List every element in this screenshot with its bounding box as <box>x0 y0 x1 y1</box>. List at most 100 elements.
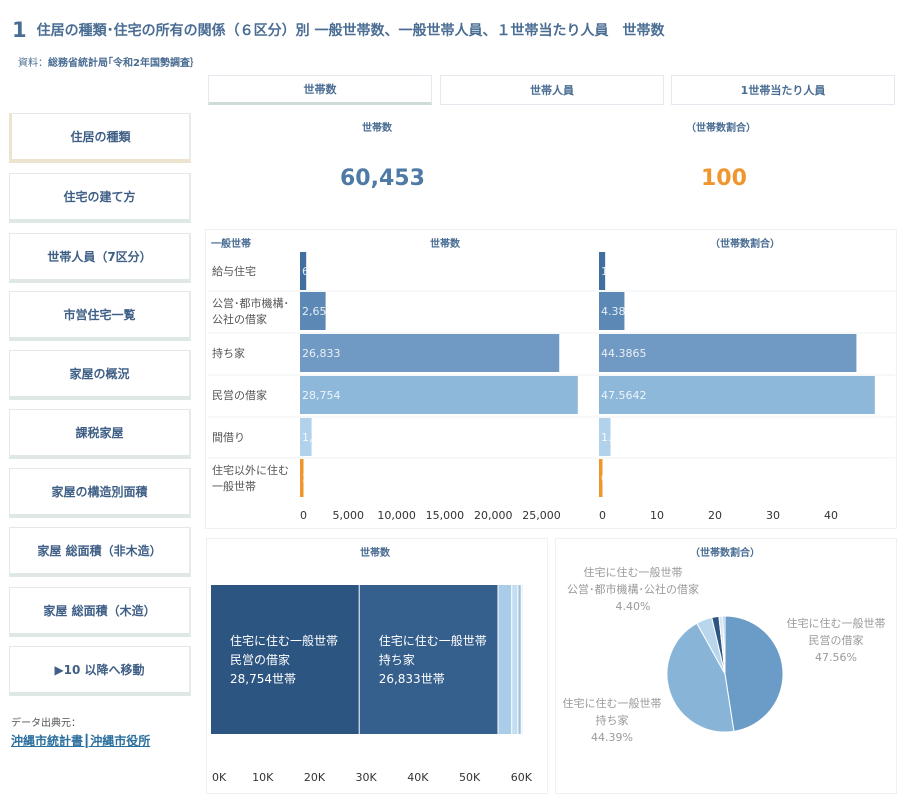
stacked-segment[interactable] <box>211 585 359 734</box>
category-label: 給与住宅 <box>212 264 256 278</box>
ratio-bar[interactable] <box>599 459 603 497</box>
pie-callout-label: 住宅に住む一般世帯 <box>787 616 886 630</box>
stacked-segment[interactable] <box>518 585 521 734</box>
ratio-tick-label: 20 <box>708 509 722 522</box>
ratio-value-label: 1.0603 <box>601 265 640 278</box>
source-note: 資料：総務省統計局｢令和2年国勢調査｝ <box>18 54 200 69</box>
pie-chart-title: （世帯数割合） <box>690 548 760 559</box>
tab-members-per-household[interactable]: 1世帯当たり人員 <box>671 75 895 105</box>
sidebar-item-floor-area-structure[interactable]: 家屋の構造別面積 <box>9 468 191 518</box>
households-bar[interactable] <box>300 252 307 290</box>
stacked-segment-label: 26,833世帯 <box>379 672 445 686</box>
stacked-segment[interactable] <box>498 585 512 734</box>
stacked-segment[interactable] <box>521 585 523 734</box>
category-label: 持ち家 <box>212 346 245 360</box>
households-tick-label: 25,000 <box>522 509 561 522</box>
category-label: 住宅以外に住む <box>212 463 289 477</box>
row-header: 一般世帯 <box>211 239 251 250</box>
households-bar[interactable] <box>300 334 560 372</box>
households-value-label: 28,754 <box>302 389 341 402</box>
pie-callout-label: 4.40% <box>616 600 651 613</box>
stacked-segment-label: 住宅に住む一般世帯 <box>379 633 487 648</box>
ratio-tick-label: 10 <box>650 509 664 522</box>
kpi-ratio-value: 100 <box>701 166 747 191</box>
sidebar-item-housing-overview[interactable]: 家屋の概況 <box>9 350 191 400</box>
treemap-panel <box>206 538 548 794</box>
pie-callout-label: 持ち家 <box>596 713 629 727</box>
credit-link[interactable]: 沖縄市統計書┃沖縄市役所 <box>11 734 151 748</box>
section-number: 1 <box>12 18 27 42</box>
sidebar-item-area-wood[interactable]: 家屋 総面積（木造） <box>9 587 191 637</box>
kpi-households-label: 世帯数 <box>362 123 392 134</box>
stacked-segment-label: 28,754世帯 <box>230 672 296 686</box>
page-title: 1 住居の種類･住宅の所有の関係（６区分）別 一般世帯数、一般世帯人員、１世帯当た… <box>12 18 665 42</box>
stacked-tick-label: 0K <box>212 771 227 784</box>
stacked-tick-label: 50K <box>459 771 481 784</box>
ratio-value-label: 47.5642 <box>601 389 647 402</box>
tab-bar: 世帯数 世帯人員 1世帯当たり人員 <box>208 75 896 107</box>
tab-households[interactable]: 世帯数 <box>208 75 432 105</box>
tab-household-members[interactable]: 世帯人員 <box>440 75 664 105</box>
category-label: 一般世帯 <box>212 480 256 493</box>
sidebar-item-area-nonwood[interactable]: 家屋 総面積（非木造） <box>9 527 191 577</box>
ratio-value-label: 44.3865 <box>601 347 647 360</box>
sidebar-item-municipal-housing[interactable]: 市営住宅一覧 <box>9 291 191 341</box>
households-value-label: 2,651 <box>302 305 334 318</box>
households-tick-label: 0 <box>300 509 307 522</box>
sidebar-item-building-type[interactable]: 住宅の建て方 <box>9 173 191 223</box>
pie-callout-label: 民営の借家 <box>809 633 864 647</box>
ratio-tick-label: 30 <box>766 509 780 522</box>
households-bar[interactable] <box>300 376 578 414</box>
sidebar-item-dwelling-type[interactable]: 住居の種類 <box>9 113 191 163</box>
bar-chart-title: 世帯数 <box>430 239 460 250</box>
stacked-tick-label: 10K <box>252 771 274 784</box>
pie-slice[interactable] <box>724 615 784 732</box>
households-bar[interactable] <box>300 459 304 497</box>
sidebar-item-household-size[interactable]: 世帯人員（7区分） <box>9 233 191 283</box>
ratio-value-label: 4.3851 <box>601 305 640 318</box>
households-value-label: 641 <box>302 265 323 278</box>
source-name: 総務省統計局｢令和2年国勢調査｝ <box>48 58 200 69</box>
stacked-segment[interactable] <box>512 585 518 734</box>
ratio-bar[interactable] <box>599 334 857 372</box>
stacked-tick-label: 30K <box>356 771 378 784</box>
bar-panel <box>205 229 897 529</box>
ratio-tick-label: 40 <box>824 509 838 522</box>
category-label: 民営の借家 <box>212 388 267 402</box>
stacked-tick-label: 60K <box>511 771 533 784</box>
ratio-chart-title: （世帯数割合） <box>710 239 780 250</box>
pie-callout-label: 住宅に住む一般世帯 <box>584 565 683 579</box>
households-value-label: 366 <box>302 472 323 485</box>
kpi-ratio-label: （世帯数割合） <box>686 123 756 134</box>
credit-label: データ出典元： <box>11 718 81 729</box>
pie-slice[interactable] <box>666 622 735 733</box>
ratio-value-label: 1.9883 <box>601 431 640 444</box>
households-tick-label: 15,000 <box>426 509 465 522</box>
pie-callout-label: 公営･都市機構･公社の借家 <box>567 582 699 596</box>
stacked-tick-label: 40K <box>407 771 429 784</box>
households-bar[interactable] <box>300 292 326 330</box>
ratio-value-label: 0.6054 <box>601 472 640 485</box>
ratio-bar[interactable] <box>599 252 606 290</box>
sidebar-item-taxed-housing[interactable]: 課税家屋 <box>9 409 191 459</box>
stacked-tick-label: 20K <box>304 771 326 784</box>
stacked-segment-label: 住宅に住む一般世帯 <box>230 633 338 648</box>
stacked-segment-label: 持ち家 <box>379 652 415 667</box>
category-label: 公社の借家 <box>212 312 267 326</box>
households-bar[interactable] <box>300 418 312 456</box>
sidebar-item-next-page[interactable]: ▶10 以降へ移動 <box>9 646 191 696</box>
ratio-bar[interactable] <box>599 418 611 456</box>
households-value-label: 1,202 <box>302 431 334 444</box>
ratio-bar[interactable] <box>599 292 625 330</box>
stacked-segment[interactable] <box>359 585 498 734</box>
kpi-households-value: 60,453 <box>340 166 425 191</box>
source-prefix: 資料： <box>18 58 48 69</box>
pie-panel <box>555 538 897 794</box>
households-tick-label: 10,000 <box>377 509 416 522</box>
category-label: 公営･都市機構･ <box>212 296 289 310</box>
stacked-chart-title: 世帯数 <box>360 548 390 559</box>
pie-slice[interactable] <box>722 615 726 675</box>
ratio-bar[interactable] <box>599 376 875 414</box>
households-value-label: 26,833 <box>302 347 341 360</box>
title-text: 住居の種類･住宅の所有の関係（６区分）別 一般世帯数、一般世帯人員、１世帯当たり… <box>36 23 665 39</box>
